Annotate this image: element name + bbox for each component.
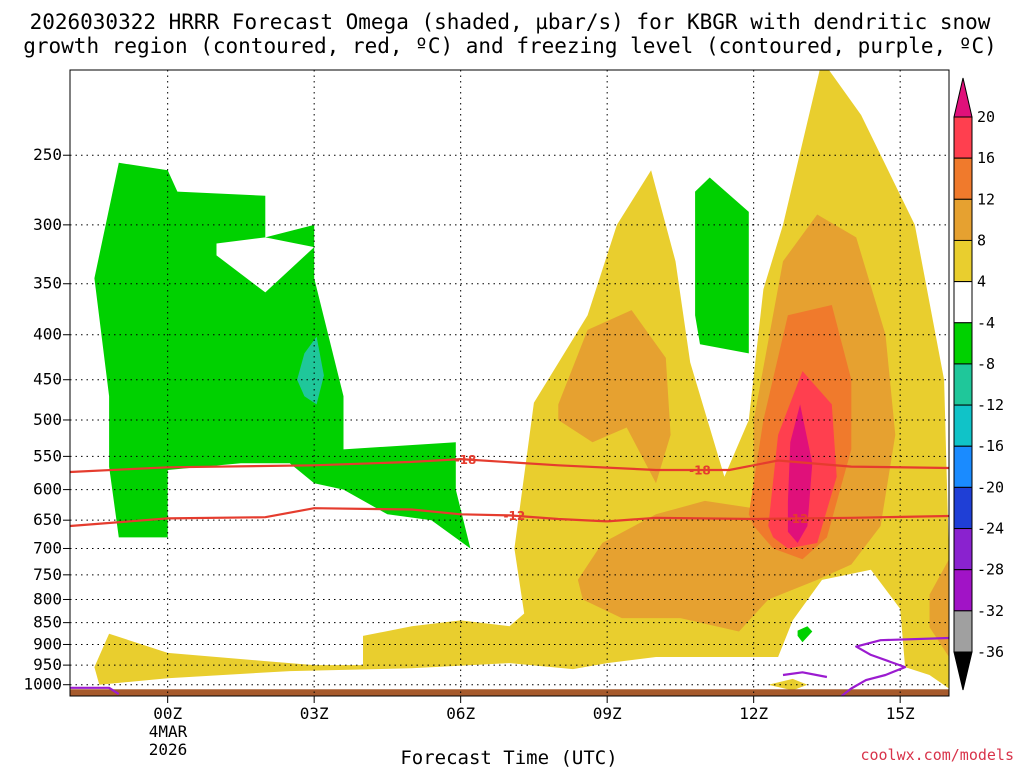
x-tick-label-00Z: 00Z [153, 704, 182, 723]
colorbar-swatch-0 [953, 116, 973, 159]
colorbar-swatch-10 [953, 528, 973, 571]
y-tick-label-250: 250 [33, 145, 62, 164]
colorbar-swatch-7 [953, 404, 973, 447]
colorbar-swatch-3 [953, 239, 973, 283]
colorbar-swatch-5 [953, 322, 973, 365]
colorbar-label-6: -8 [977, 355, 995, 373]
colorbar-label-9: -20 [977, 478, 1004, 496]
colorbar-label-5: -4 [977, 314, 995, 332]
data-layers [70, 70, 949, 696]
x-date-label-year: 2026 [149, 740, 188, 759]
y-tick-label-500: 500 [33, 410, 62, 429]
x-axis-label: Forecast Time (UTC) [400, 747, 617, 768]
colorbar-label-8: -16 [977, 437, 1004, 455]
omega-region-10 [797, 626, 813, 643]
omega-region-7 [787, 404, 813, 543]
x-tick-label-09Z: 09Z [593, 704, 622, 723]
y-tick-label-550: 550 [33, 446, 62, 465]
x-tick-label-06Z: 06Z [446, 704, 475, 723]
colorbar-swatch-6 [953, 363, 973, 406]
colorbar-bottom-arrow [953, 651, 973, 691]
contour-line-1 [70, 507, 949, 528]
contour-label-3: -12 [787, 512, 809, 526]
colorbar-swatch-11 [953, 569, 973, 612]
grid-lines [70, 70, 949, 696]
contour-label-1: -18 [689, 464, 711, 478]
y-tick-label-850: 850 [33, 613, 62, 632]
y-tick-label-400: 400 [33, 325, 62, 344]
plot-frame [69, 69, 950, 697]
chart-title: 2026030322 HRRR Forecast Omega (shaded, … [30, 10, 991, 34]
colorbar-label-12: -32 [977, 602, 1004, 620]
contour-line-4 [782, 671, 828, 679]
colorbar-swatch-8 [953, 445, 973, 488]
x-axis-ticks: 00Z 03Z 06Z 09Z 12Z 15Z [153, 696, 915, 723]
y-tick-label-700: 700 [33, 538, 62, 557]
colorbar-swatch-4 [953, 281, 973, 324]
colorbar-label-11: -28 [977, 561, 1004, 579]
y-tick-label-300: 300 [33, 215, 62, 234]
contour-label-2: -12 [504, 509, 526, 523]
colorbar-swatch-1 [953, 157, 973, 200]
colorbar-label-1: 16 [977, 149, 995, 167]
x-tick-label-15Z: 15Z [886, 704, 915, 723]
contour-line-2 [70, 686, 120, 696]
y-tick-label-1000: 1000 [23, 675, 62, 694]
colorbar-label-13: -36 [977, 643, 1004, 661]
y-tick-label-600: 600 [33, 480, 62, 499]
credit-label: coolwx.com/models [860, 746, 1014, 764]
colorbar-top-arrow [953, 77, 973, 118]
colorbar-label-3: 8 [977, 231, 986, 249]
omega-region-11 [297, 336, 324, 405]
y-axis-ticks: 250 300 350 400 450 500 550 600 650 700 750 800 850 9… [23, 145, 70, 694]
colorbar-swatch-9 [953, 486, 973, 530]
omega-region-4 [929, 559, 949, 657]
contour-line-3 [840, 636, 949, 696]
y-tick-label-950: 950 [33, 655, 62, 674]
contour-line-0 [70, 458, 949, 474]
colorbar-swatch-12 [953, 610, 973, 653]
x-date-label-day: 4MAR [149, 722, 188, 741]
x-tick-label-03Z: 03Z [300, 704, 329, 723]
omega-region-12 [216, 237, 315, 293]
y-tick-label-650: 650 [33, 510, 62, 529]
plot-area: -18 -18 -12 -12 250 300 350 400 450 500 550 600 650… [23, 69, 950, 723]
chart-subtitle: growth region (contoured, red, ºC) and f… [23, 34, 997, 58]
y-tick-label-750: 750 [33, 565, 62, 584]
y-tick-label-450: 450 [33, 370, 62, 389]
omega-region-2 [558, 310, 671, 484]
colorbar-label-10: -24 [977, 520, 1004, 538]
y-tick-label-800: 800 [33, 589, 62, 608]
colorbar-label-4: 4 [977, 273, 986, 291]
y-tick-label-900: 900 [33, 634, 62, 653]
y-tick-label-350: 350 [33, 274, 62, 293]
colorbar: 20 16 12 8 4 -4 -8 -12 -16 -20 -24 -28 -32 -36 [953, 77, 1004, 691]
colorbar-label-0: 20 [977, 108, 995, 126]
x-tick-label-12Z: 12Z [739, 704, 768, 723]
omega-region-9 [695, 177, 749, 354]
colorbar-label-7: -12 [977, 396, 1004, 414]
colorbar-swatch-2 [953, 198, 973, 241]
contour-lines [70, 458, 949, 696]
omega-region-1 [768, 678, 808, 691]
contour-label-0: -18 [455, 453, 477, 467]
omega-region-8 [94, 162, 471, 549]
contour-labels: -18 -18 -12 -12 [455, 453, 809, 526]
colorbar-label-2: 12 [977, 190, 995, 208]
surface-bar [70, 689, 949, 696]
